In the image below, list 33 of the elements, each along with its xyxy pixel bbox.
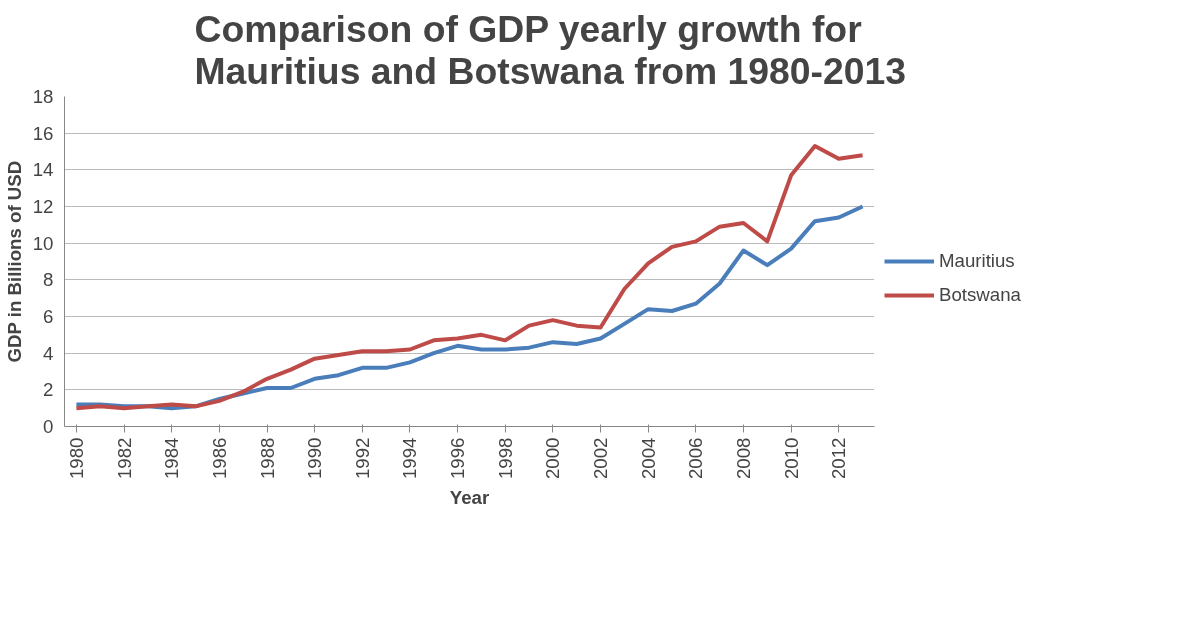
y-tick-label: 10 [32,232,54,254]
x-tick-label: 2008 [732,437,754,479]
x-tick-label: 1984 [161,437,183,479]
x-tick-label: 1994 [399,437,421,479]
y-tick-label: 0 [43,416,54,437]
x-tick-label: 1992 [351,437,373,479]
y-tick-label: 16 [32,122,54,144]
legend-label: Mauritius [939,250,1015,272]
x-tick-label: 1998 [494,437,516,479]
x-tick-label: 1986 [208,437,230,479]
y-axis-title: GDP in Billions of USD [3,160,25,363]
x-tick-label: 1980 [65,437,87,479]
y-tick-label: 2 [43,379,54,401]
x-tick-label: 2012 [828,437,850,479]
y-tick-label: 8 [43,269,54,291]
x-axis-title: Year [449,487,490,508]
y-tick-label: 12 [32,196,54,217]
x-tick-label: 2004 [637,437,659,479]
x-tick-label: 2000 [542,437,564,479]
y-tick-label: 14 [32,159,54,181]
legend-label: Botswana [939,284,1021,306]
y-tick-label: 18 [32,86,54,107]
x-tick-label: 1988 [256,437,278,479]
x-tick-label: 1990 [304,437,326,479]
x-tick-label: 1996 [447,437,469,479]
chart-title: Comparison of GDP yearly growth for Mauritius and Botswana from 1980-2013 [194,7,907,92]
line-series [74,144,865,411]
x-tick-label: 2010 [780,437,802,479]
x-tick-label: 2006 [685,437,707,479]
x-tick-label: 1982 [113,437,135,479]
y-tick-label: 4 [43,342,54,364]
y-tick-label: 6 [43,306,54,327]
x-tick-label: 2002 [590,437,612,479]
